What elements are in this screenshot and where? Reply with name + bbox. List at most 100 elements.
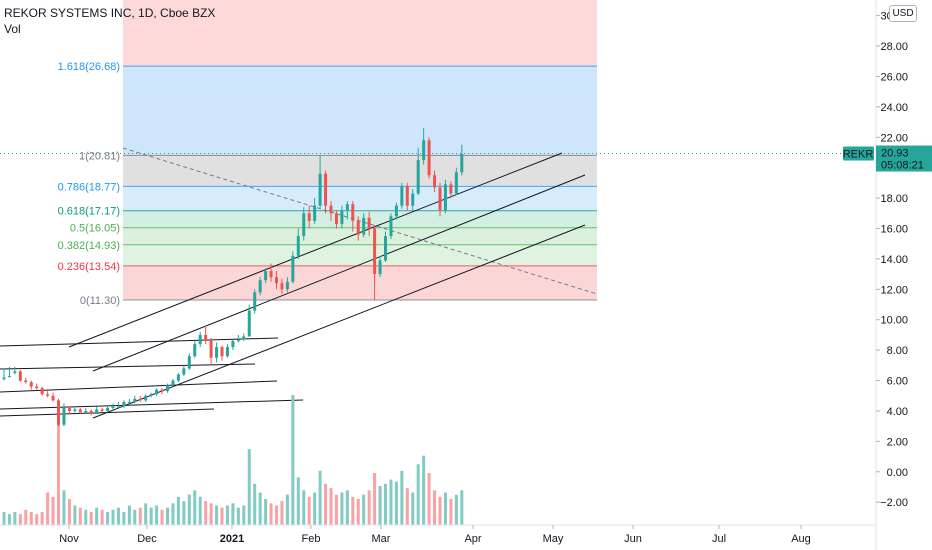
volume-bar [367, 490, 371, 525]
trend-line [0, 380, 278, 393]
candle-body [313, 205, 317, 221]
candle-body [111, 406, 115, 408]
candle-body [62, 407, 66, 425]
last-price-box [876, 145, 932, 172]
volume-bar [329, 488, 333, 525]
candle-body [416, 160, 420, 194]
time-tick-label: Jun [624, 533, 642, 545]
candle-body [67, 407, 71, 411]
time-tick-label: May [543, 533, 564, 545]
trend-line [0, 399, 304, 410]
volume-bar [422, 455, 426, 525]
fib-zone [123, 66, 597, 156]
volume-bar [454, 494, 458, 525]
volume-bar [275, 505, 278, 525]
candle-body [122, 401, 126, 407]
candle-body [187, 356, 191, 369]
trend-line [0, 408, 215, 417]
fib-level-label: 0.382(14.93) [58, 240, 120, 252]
candle-body [84, 410, 88, 413]
candle-body [57, 400, 60, 425]
volume-bar [187, 494, 191, 525]
candle-body [318, 173, 322, 206]
symbol-name: REKOR SYSTEMS INC [4, 6, 132, 20]
volume-bar [389, 479, 393, 525]
candle-body [356, 220, 360, 235]
volume-bar [133, 509, 137, 525]
volume-bar [296, 477, 300, 525]
candle-body [166, 385, 169, 392]
volume-bar [394, 481, 398, 525]
volume-bar [253, 483, 257, 525]
volume-bar [144, 503, 148, 525]
candle-body [127, 401, 131, 403]
candle-body [454, 172, 458, 194]
fib-level-label: 0.786(18.77) [58, 181, 120, 193]
candle-body [2, 377, 6, 380]
fib-level-label: 0(11.30) [80, 295, 120, 307]
volume-bar [373, 473, 377, 525]
volume-bar [307, 496, 311, 525]
volume-bar [427, 473, 431, 525]
candle-body [438, 187, 442, 211]
candle-body [334, 213, 338, 224]
candle-body [324, 173, 328, 206]
candle-body [264, 271, 268, 281]
candle-body [345, 204, 349, 211]
fib-zone [123, 155, 597, 187]
candle-body [411, 193, 415, 206]
volume-bar [57, 412, 60, 525]
candle-body [176, 374, 180, 381]
candle-body [18, 371, 22, 381]
currency-button[interactable]: USD [889, 5, 917, 22]
price-axis[interactable]: 30.0028.0026.0024.0022.0020.0018.0016.00… [875, 0, 908, 550]
candle-body [449, 184, 453, 194]
price-tick-label: 4.00 [887, 406, 908, 418]
candle-body [231, 341, 235, 348]
volume-bar [231, 503, 235, 525]
symbol-tag [843, 146, 874, 161]
candle-body [193, 344, 197, 357]
volume-bar [433, 490, 437, 525]
fib-zone [123, 186, 597, 211]
candle-body [144, 395, 148, 401]
volume-bar [204, 501, 208, 525]
volume-label: Vol [4, 22, 21, 36]
candle-body [138, 398, 142, 401]
volume-bar [62, 490, 66, 525]
candle-body [427, 140, 431, 176]
volume-bar [318, 470, 322, 525]
candle-body [225, 347, 229, 357]
candle-body [242, 336, 246, 340]
candle-body [209, 341, 213, 358]
time-axis[interactable]: Nov Dec 2021 Feb Mar Apr May Jun Jul Aug [0, 524, 876, 545]
volume-bar [340, 492, 344, 525]
volume-bar [460, 490, 464, 525]
candle-body [422, 140, 426, 161]
volume-bar [116, 507, 120, 525]
trend-line [0, 363, 256, 370]
trend-line [92, 224, 586, 419]
volume-bar [405, 488, 409, 525]
volume-bar [166, 507, 169, 525]
volume-bar [334, 494, 338, 525]
candle-body [51, 395, 55, 401]
candle-body [351, 204, 355, 221]
candle-body [405, 185, 409, 206]
candle-body [394, 205, 398, 217]
candle-body [7, 375, 11, 377]
candle-body [280, 283, 284, 290]
fib-zone [123, 227, 597, 245]
fib-level-label: 1.618(26.68) [58, 61, 120, 73]
time-tick-label: Jul [712, 533, 726, 545]
volume-bar [378, 486, 382, 525]
candle-body [367, 217, 371, 229]
price-tick-label: 22.00 [880, 132, 908, 144]
volume-bar [155, 505, 159, 525]
volume-bar [127, 505, 131, 525]
candle-body [149, 394, 153, 396]
volume-bar [264, 499, 268, 525]
candle-body [460, 153, 464, 173]
candle-body [95, 409, 99, 414]
